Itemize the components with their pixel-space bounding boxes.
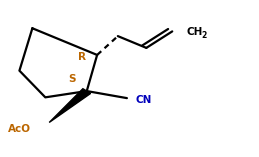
Text: CH: CH: [186, 27, 203, 37]
Text: AcO: AcO: [8, 124, 31, 134]
Text: 2: 2: [202, 31, 207, 40]
Text: CN: CN: [136, 95, 152, 105]
Polygon shape: [49, 89, 91, 122]
Text: S: S: [69, 73, 76, 84]
Text: R: R: [78, 52, 86, 62]
